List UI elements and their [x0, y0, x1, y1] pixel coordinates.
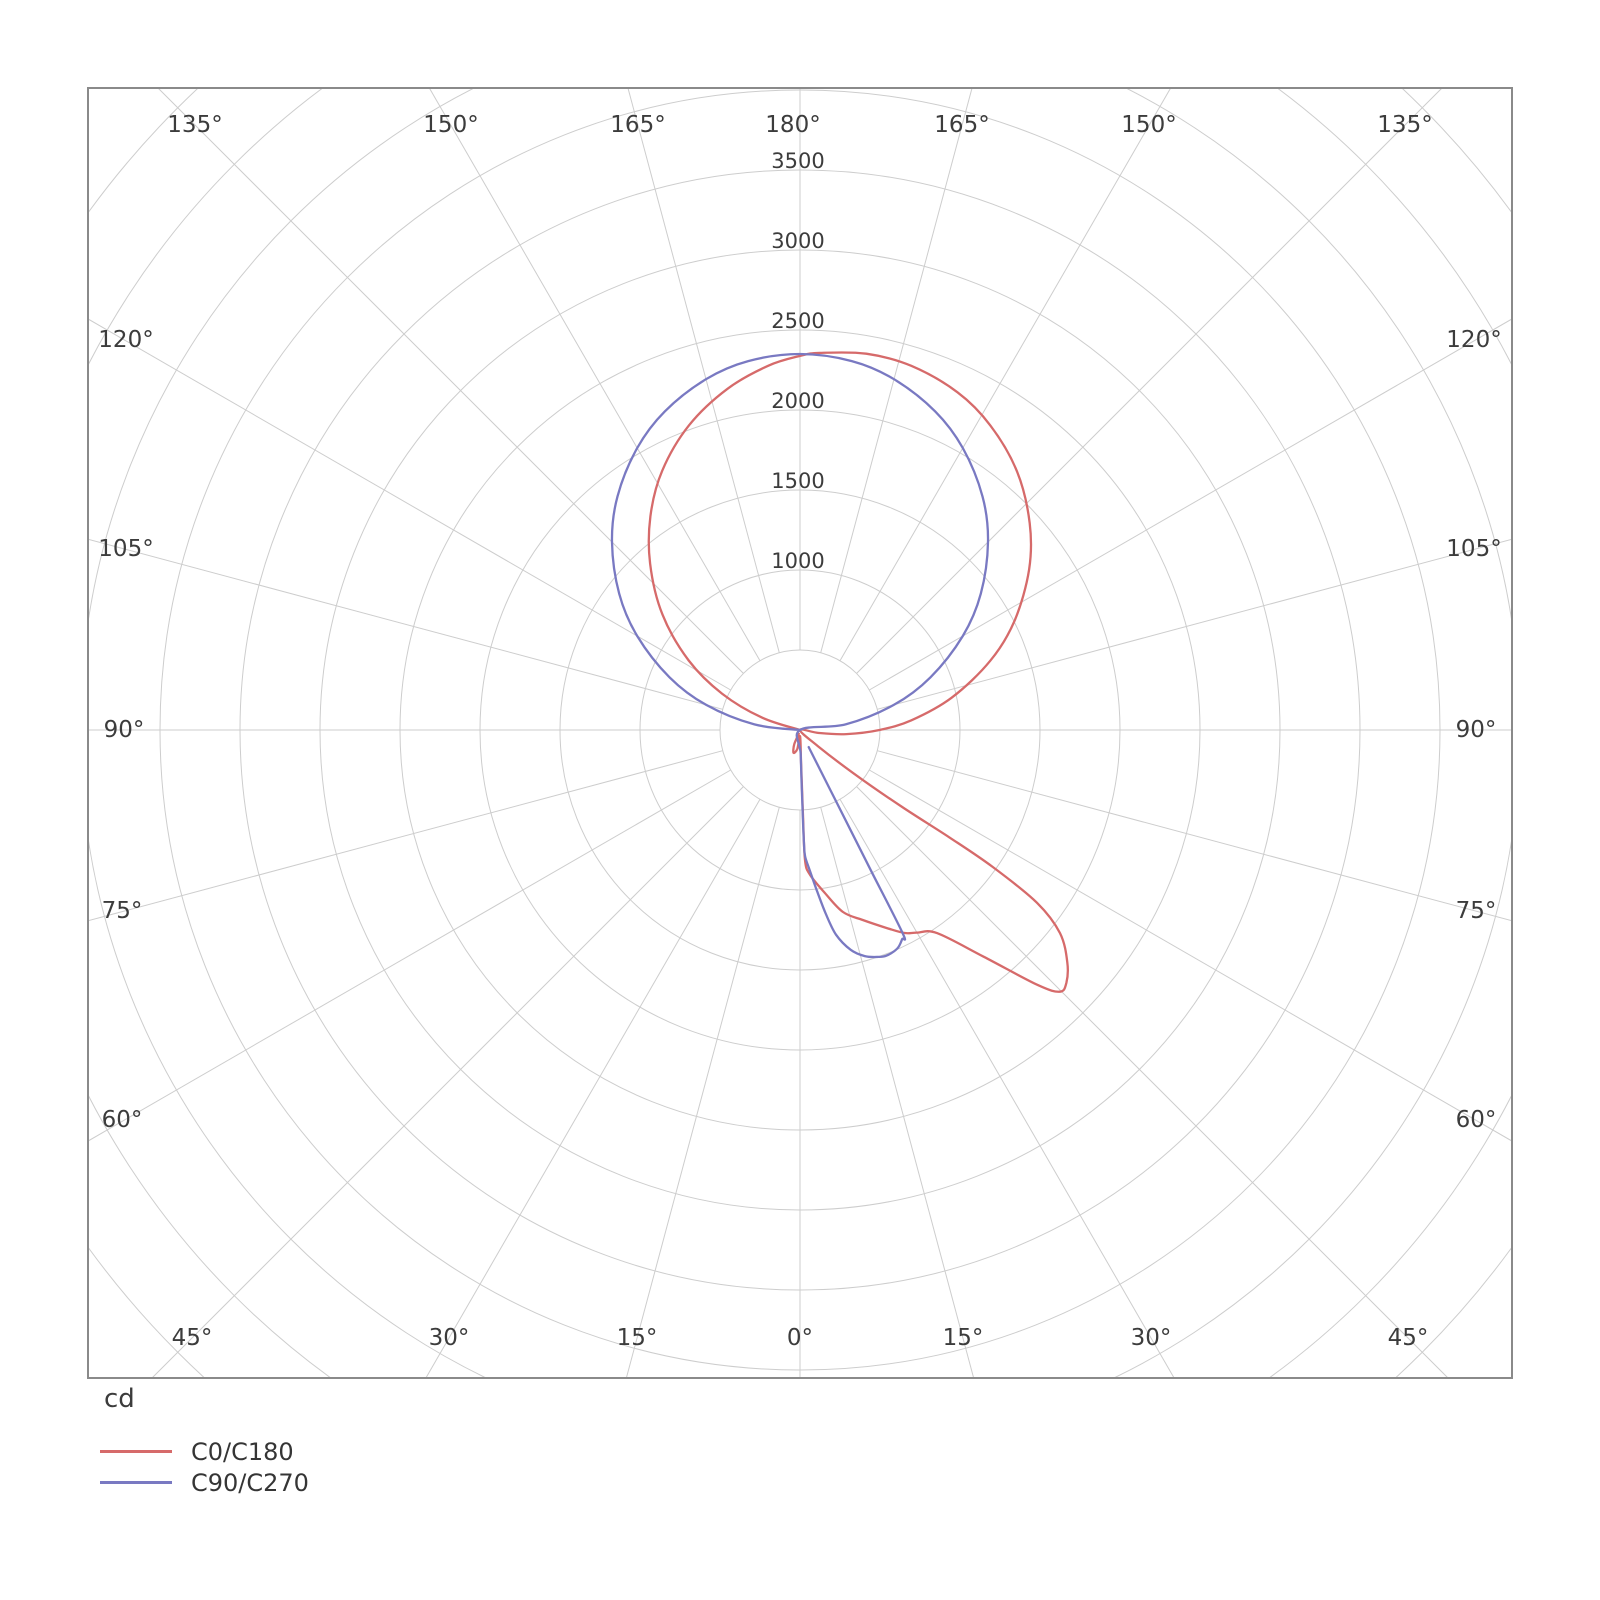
radial-tick-label: 2000: [771, 389, 824, 413]
grid-radial-line: [158, 89, 744, 674]
grid-radial-line: [820, 807, 974, 1377]
grid-radial-line: [877, 750, 1511, 922]
angle-label: 15°: [943, 1325, 984, 1351]
angle-label: 60°: [1456, 1107, 1497, 1133]
angle-label: 105°: [98, 536, 153, 562]
legend-label-c0-c180: C0/C180: [191, 1437, 294, 1466]
angle-label: 165°: [610, 112, 665, 138]
radial-tick-label: 1000: [771, 549, 824, 573]
angle-label: 135°: [167, 112, 222, 138]
grid-radial-line: [820, 89, 973, 653]
angle-label: 30°: [1131, 1325, 1172, 1351]
grid-radial-line: [425, 799, 761, 1377]
angle-label: 45°: [1388, 1325, 1429, 1351]
grid-radial-line: [839, 89, 1171, 661]
radial-tick-label: 3000: [771, 229, 824, 253]
grid-radial-line: [89, 769, 731, 1142]
grid-radial-line: [869, 318, 1511, 691]
angle-label: 90°: [104, 717, 145, 743]
grid-radial-line: [839, 799, 1175, 1377]
angle-label: 90°: [1456, 717, 1497, 743]
unit-label: cd: [104, 1384, 135, 1414]
grid-radial-line: [856, 89, 1442, 674]
angle-label: 120°: [1446, 327, 1501, 353]
grid-radial-line: [429, 89, 761, 661]
legend: C0/C180 C90/C270: [100, 1436, 309, 1498]
angle-label: 135°: [1377, 112, 1432, 138]
angle-label: 15°: [617, 1325, 658, 1351]
grid-radial-line: [89, 538, 723, 710]
legend-swatch-c90-c270-line: [100, 1481, 172, 1484]
angle-label: 0°: [787, 1325, 813, 1351]
grid-radial-line: [626, 807, 780, 1377]
legend-item-c90-c270: C90/C270: [100, 1467, 309, 1498]
curve-c0-c180: [647, 351, 1069, 993]
radial-tick-label: 2500: [771, 309, 824, 333]
angle-label: 165°: [934, 112, 989, 138]
angle-label: 120°: [98, 327, 153, 353]
angle-label: 45°: [172, 1325, 213, 1351]
legend-label-c90-c270: C90/C270: [191, 1468, 309, 1497]
angle-label: 105°: [1446, 536, 1501, 562]
angle-label: 75°: [102, 898, 143, 924]
angle-label: 30°: [429, 1325, 470, 1351]
grid-radial-line: [152, 786, 744, 1377]
grid-radial-line: [877, 538, 1511, 710]
angle-label: 150°: [423, 112, 478, 138]
radial-tick-label: 1500: [771, 469, 824, 493]
curve-c90-c270: [610, 352, 990, 959]
grid-radial-line: [856, 786, 1448, 1377]
angle-label: 60°: [102, 1107, 143, 1133]
grid-radial-line: [89, 318, 731, 691]
legend-item-c0-c180: C0/C180: [100, 1436, 309, 1467]
radial-tick-label: 3500: [771, 149, 824, 173]
grid-radial-line: [627, 89, 780, 653]
angle-label: 150°: [1121, 112, 1176, 138]
grid-radial-line: [89, 750, 723, 922]
grid-radial-line: [869, 769, 1511, 1142]
angle-label: 180°: [765, 112, 820, 138]
legend-swatch-c0-c180-line: [100, 1450, 172, 1453]
angle-label: 75°: [1456, 898, 1497, 924]
